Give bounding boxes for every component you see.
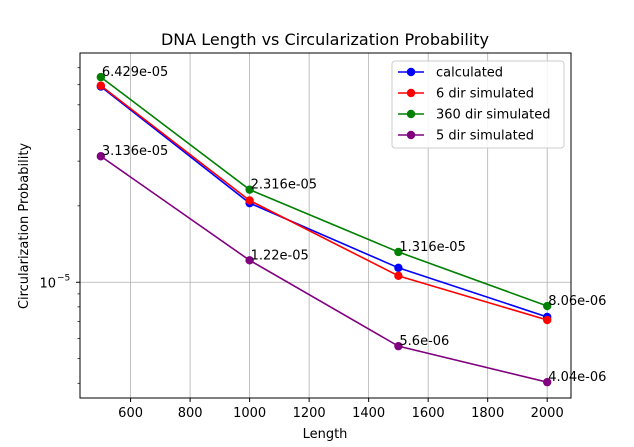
legend-swatch-marker [406, 130, 416, 140]
legend-swatch-marker [406, 109, 416, 119]
plot-frame [79, 52, 572, 399]
data-label: 8.06e-06 [548, 294, 606, 309]
series-group [96, 72, 552, 387]
data-label: 3.136e-05 [102, 144, 168, 159]
data-point [542, 315, 552, 325]
data-point [394, 341, 403, 351]
data-labels: 6.429e-05 3.136e-05 2.316e-05 1.22e-05 1.316… [102, 65, 607, 385]
x-tick-label: 1800 [471, 406, 504, 421]
data-point [96, 152, 106, 161]
chart-title: DNA Length vs Circularization Probabilit… [161, 30, 489, 49]
data-label: 1.22e-05 [251, 248, 309, 263]
data-point [394, 263, 403, 273]
x-tick-label: 1400 [352, 406, 385, 421]
y-axis-label: Circularization Probability [17, 143, 32, 310]
x-tick-label: 800 [178, 406, 203, 421]
data-label: 4.04e-06 [548, 370, 606, 385]
y-tick-label: 10 [39, 276, 56, 291]
data-label: 1.316e-05 [399, 240, 465, 255]
x-tick-label: 1000 [233, 406, 266, 421]
legend-box [391, 60, 565, 149]
data-label: 6.429e-05 [102, 65, 168, 80]
data-label: 2.316e-05 [251, 178, 317, 193]
x-tick-label: 2000 [531, 406, 564, 421]
data-point [96, 72, 106, 82]
data-point [542, 377, 552, 387]
data-point [96, 81, 106, 90]
legend: calculated 6 dir simulated 360 dir simulat… [391, 60, 565, 149]
series-line [100, 76, 548, 307]
legend-label: 6 dir simulated [436, 87, 534, 102]
series-line [100, 155, 548, 383]
series-line [100, 85, 548, 318]
x-tick-label: 1200 [293, 406, 326, 421]
data-point [394, 247, 403, 257]
x-axis-label: Length [303, 427, 348, 442]
legend-label: 5 dir simulated [436, 129, 534, 144]
legend-label: calculated [436, 66, 503, 81]
data-point [245, 185, 254, 194]
axis-ticks: 600 800 1000 1200 1400 1600 1800 2000 10 −5 [39, 67, 564, 421]
data-point [394, 271, 403, 281]
legend-swatch-marker [406, 67, 416, 77]
data-point [542, 301, 552, 311]
data-label: 5.6e-06 [399, 334, 449, 349]
x-tick-label: 600 [118, 406, 143, 421]
legend-label: 360 dir simulated [436, 108, 551, 123]
y-tick-exponent: −5 [57, 273, 70, 283]
data-point [245, 196, 254, 205]
x-tick-label: 1600 [412, 406, 445, 421]
series-line [100, 85, 548, 321]
data-point [245, 256, 254, 265]
legend-swatch-marker [406, 88, 416, 98]
